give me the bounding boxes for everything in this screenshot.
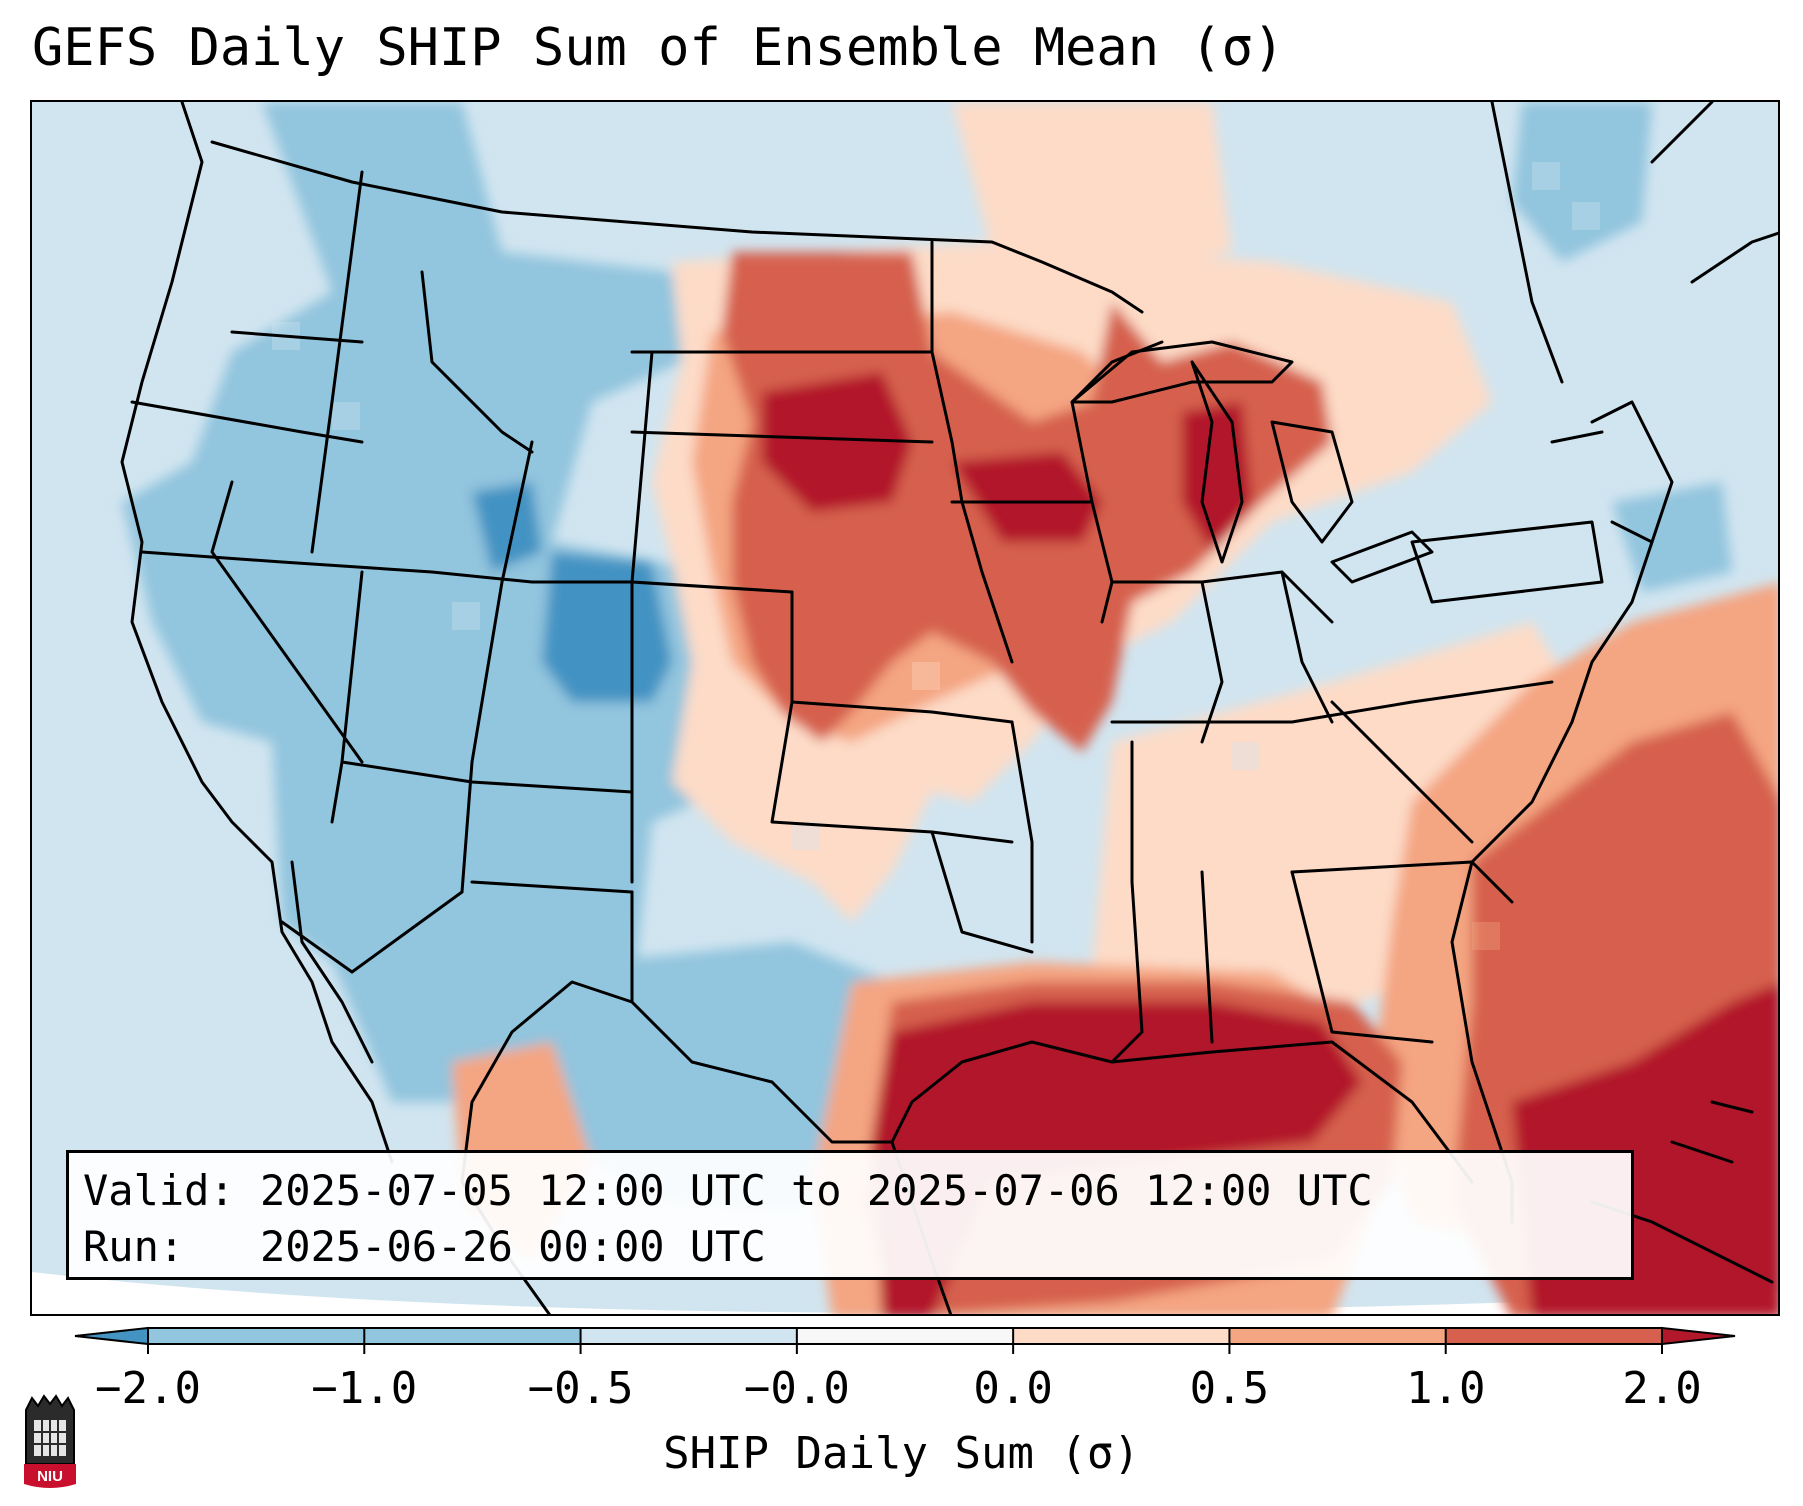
colorbar-tick-label: −2.0 bbox=[95, 1363, 201, 1414]
colorbar-segment bbox=[580, 1328, 797, 1344]
colorbar-segment bbox=[148, 1328, 365, 1344]
field-blue-mid-northwest bbox=[122, 102, 722, 1102]
lake-superior bbox=[1070, 340, 1294, 404]
colorbar-tick-label: 0.5 bbox=[1189, 1363, 1270, 1414]
niu-logo-icon: NIU bbox=[20, 1392, 80, 1492]
field-red-light-north bbox=[952, 102, 1232, 272]
baja-coastline bbox=[290, 860, 374, 1064]
colorbar-extend-low bbox=[74, 1326, 149, 1346]
field-blue-mid-atlantic bbox=[1612, 482, 1732, 592]
run-value: 2025-06-26 00:00 UTC bbox=[260, 1222, 766, 1271]
valid-label: Valid: bbox=[83, 1166, 235, 1215]
colorbar-extend-high bbox=[1661, 1326, 1736, 1346]
colorbar-tick-label: −0.5 bbox=[527, 1363, 634, 1414]
colorbar-segment bbox=[1013, 1328, 1230, 1344]
colorbar-segment bbox=[1445, 1328, 1662, 1344]
lake-huron bbox=[1270, 420, 1354, 544]
colorbar-tick-label: −1.0 bbox=[311, 1363, 418, 1414]
colorbar-tick-label: 2.0 bbox=[1622, 1363, 1702, 1414]
pacific-coastline bbox=[120, 102, 394, 1164]
lake-erie bbox=[1330, 530, 1434, 584]
run-row: Run: 2025-06-26 00:00 UTC bbox=[83, 1219, 1617, 1275]
colorbar-tick-label: 1.0 bbox=[1405, 1363, 1486, 1414]
field-blue-strong-utah bbox=[472, 482, 542, 572]
valid-row: Valid: 2025-07-05 12:00 UTC to 2025-07-0… bbox=[83, 1163, 1617, 1219]
political-boundaries bbox=[120, 102, 1778, 1314]
colorbar-label: SHIP Daily Sum (σ) bbox=[663, 1428, 1140, 1479]
colorbar-segment bbox=[364, 1328, 581, 1344]
canada-border bbox=[210, 140, 1144, 314]
lake-michigan bbox=[1190, 360, 1244, 564]
field-blue-strong-colorado bbox=[542, 552, 672, 702]
colorbar-ticks bbox=[147, 1328, 1663, 1354]
field-red-dark-southdakota bbox=[762, 372, 912, 512]
colorbar-tick-label: −0.0 bbox=[743, 1363, 850, 1414]
field-red-light-southeast bbox=[1092, 622, 1592, 1042]
niu-logo-text: NIU bbox=[37, 1468, 63, 1485]
colorbar bbox=[74, 1326, 1736, 1354]
colorbar-segments bbox=[74, 1326, 1736, 1346]
field-red-dark-iowa bbox=[952, 452, 1102, 542]
run-label: Run: bbox=[83, 1222, 185, 1271]
colorbar-segment bbox=[796, 1328, 1014, 1344]
valid-value: 2025-07-05 12:00 UTC to 2025-07-06 12:00… bbox=[260, 1166, 1373, 1215]
map-title: GEFS Daily SHIP Sum of Ensemble Mean (σ) bbox=[32, 18, 1285, 78]
colorbar-segment bbox=[1229, 1328, 1446, 1344]
validity-info-box: Valid: 2025-07-05 12:00 UTC to 2025-07-0… bbox=[66, 1150, 1634, 1280]
map-panel bbox=[30, 100, 1780, 1316]
field-blue-mid-northeast bbox=[1512, 102, 1652, 262]
colorbar-tick-label: 0.0 bbox=[973, 1363, 1053, 1414]
ship-field-map bbox=[32, 102, 1778, 1314]
texas-border bbox=[630, 890, 894, 1144]
